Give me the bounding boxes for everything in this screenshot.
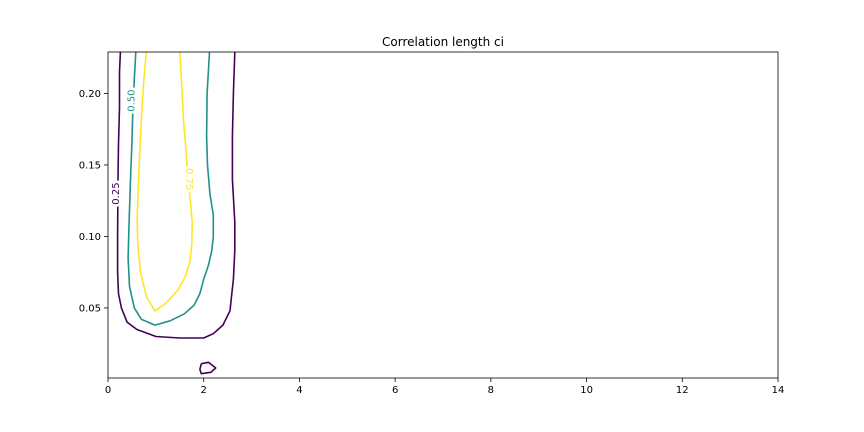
y-axis: 0.05 0.10 0.15 0.20 — [79, 89, 108, 314]
y-tick-label: 0.10 — [79, 232, 101, 243]
contour-line-0-25 — [116, 51, 236, 339]
contour-label-gap — [124, 87, 139, 114]
y-tick-label: 0.20 — [79, 89, 101, 100]
chart-title: Correlation length ci — [382, 35, 504, 49]
x-tick-label: 10 — [580, 385, 593, 396]
contour-label: 0.25 — [111, 182, 122, 204]
x-tick-label: 8 — [488, 385, 494, 396]
x-tick-label: 4 — [296, 385, 302, 396]
contour-label-gap — [181, 166, 196, 193]
contour-label-gap — [109, 180, 124, 207]
contour-line-0-75 — [136, 51, 193, 312]
contour-line-0-50 — [127, 51, 215, 326]
x-tick-label: 2 — [201, 385, 207, 396]
x-axis: 0 2 4 6 8 10 12 14 — [105, 378, 785, 396]
contour-lines — [116, 51, 236, 375]
x-tick-label: 12 — [676, 385, 689, 396]
plot-frame — [107, 51, 779, 379]
x-tick-label: 6 — [392, 385, 398, 396]
contour-label: 0.50 — [126, 89, 137, 111]
y-tick-label: 0.05 — [79, 303, 101, 314]
contour-line-0-25 — [199, 361, 217, 375]
x-tick-label: 0 — [105, 385, 111, 396]
contour-label: 0.75 — [183, 168, 194, 190]
x-tick-label: 14 — [772, 385, 785, 396]
contour-labels: 0.25 0.50 0.75 — [109, 87, 196, 207]
y-tick-label: 0.15 — [79, 160, 101, 171]
